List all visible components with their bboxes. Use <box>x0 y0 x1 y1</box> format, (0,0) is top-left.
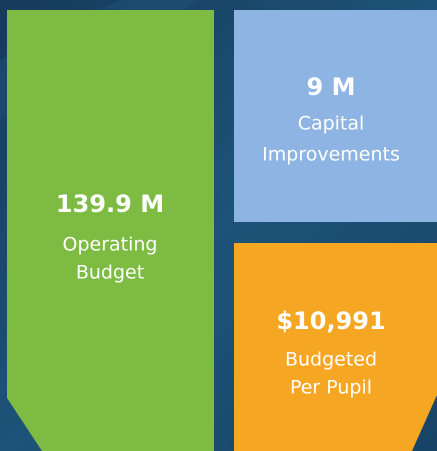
tile-label: Budget <box>76 262 144 284</box>
tile-value: 139.9 M <box>56 190 164 218</box>
per-pupil-tile <box>234 243 437 451</box>
tile-label: Budgeted <box>285 349 377 371</box>
tile-label: Operating <box>63 234 158 256</box>
capital-tile <box>234 10 437 222</box>
tile-label: Per Pupil <box>290 377 372 399</box>
tile-label: Capital <box>298 113 365 135</box>
tile-value: 9 M <box>307 73 356 101</box>
tile-label: Improvements <box>262 144 400 166</box>
tile-value: $10,991 <box>276 307 385 335</box>
operating-tile <box>7 10 214 451</box>
